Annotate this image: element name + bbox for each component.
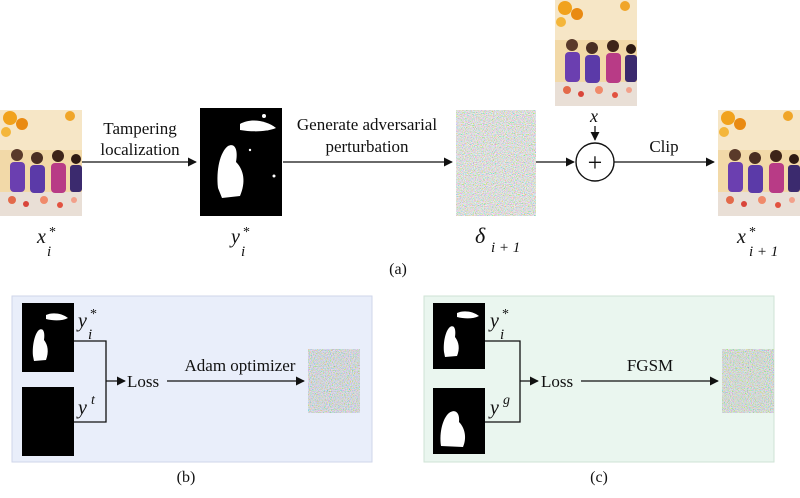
x-next-sup: *	[749, 225, 756, 240]
plus-icon: +	[588, 148, 603, 177]
output-image-x-next	[718, 110, 800, 216]
b-y-t-base: y	[76, 397, 87, 419]
panel-b-perturbation	[308, 349, 360, 413]
input-image-x-star	[0, 110, 82, 216]
perturbation-image-delta	[456, 110, 536, 216]
mask-image-y-star	[200, 108, 282, 216]
x-next-sub: i + 1	[749, 244, 778, 260]
b-y-star-sup: *	[90, 307, 97, 322]
c-y-star-sub: i	[500, 327, 504, 343]
c-y-g-base: y	[488, 397, 499, 419]
delta-base: δ	[475, 223, 486, 248]
x-star-base: x	[36, 226, 46, 248]
c-y-g-sup: g	[503, 393, 510, 408]
b-y-t-sup: t	[91, 393, 96, 408]
c-loss-label: Loss	[541, 372, 573, 391]
caption-a: (a)	[389, 261, 407, 278]
panel-c-mask-y-star	[433, 303, 485, 369]
caption-c: (c)	[590, 469, 608, 486]
original-image-x	[555, 0, 637, 106]
b-loss-label: Loss	[127, 372, 159, 391]
b-y-star-sub: i	[88, 327, 92, 343]
x-star-sub: i	[47, 244, 51, 260]
caption-b: (b)	[177, 469, 196, 486]
panel-b-mask-y-star	[22, 303, 74, 372]
panel-a: x * i Tampering localization y * i Gener…	[0, 0, 800, 278]
panel-c-ground-truth-mask	[433, 388, 485, 454]
delta-sub: i + 1	[491, 240, 520, 256]
clip-label: Clip	[649, 137, 678, 156]
b-y-star-base: y	[76, 310, 87, 332]
y-star-base: y	[229, 226, 240, 248]
perturbation-label: perturbation	[325, 137, 409, 156]
b-optimizer-label: Adam optimizer	[185, 356, 296, 375]
c-method-label: FGSM	[627, 356, 673, 375]
panel-c: y * i y g Loss FGSM (c)	[423, 295, 775, 486]
panel-b-target-mask	[22, 387, 74, 456]
x-next-base: x	[736, 226, 746, 248]
generate-adversarial-label: Generate adversarial	[297, 115, 437, 134]
y-star-sup: *	[243, 225, 250, 240]
y-star-sub: i	[241, 244, 245, 260]
x-label: x	[589, 106, 598, 126]
tampering-label: Tampering	[103, 119, 177, 138]
c-y-star-sup: *	[502, 307, 509, 322]
panel-c-perturbation	[722, 349, 774, 413]
panel-b: y * i y t Loss Adam optimizer (b)	[11, 295, 373, 486]
c-y-star-base: y	[488, 310, 499, 332]
x-star-sup: *	[49, 225, 56, 240]
localization-label: localization	[100, 140, 180, 159]
